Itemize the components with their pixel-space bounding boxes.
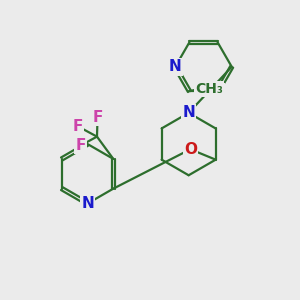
Text: F: F	[75, 138, 86, 153]
Text: N: N	[81, 196, 94, 211]
Text: N: N	[182, 105, 195, 120]
Text: N: N	[169, 59, 182, 74]
Text: O: O	[184, 142, 197, 157]
Text: F: F	[92, 110, 103, 125]
Text: CH₃: CH₃	[195, 82, 223, 96]
Text: N: N	[211, 84, 224, 99]
Text: F: F	[73, 119, 83, 134]
